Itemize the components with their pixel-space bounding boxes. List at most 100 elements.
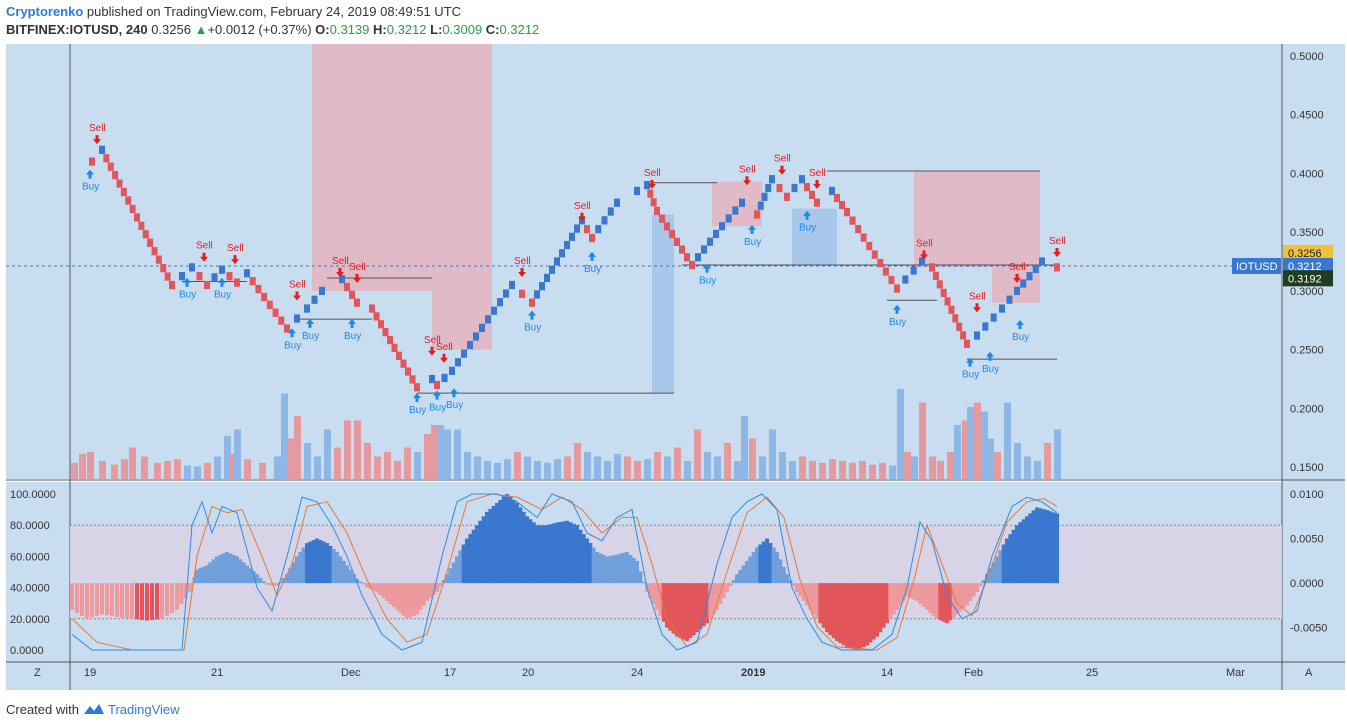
buy-arrow-icon <box>306 318 314 328</box>
histogram-bar <box>951 583 956 618</box>
renko-brick-up <box>503 289 509 298</box>
histogram-bar <box>981 580 986 584</box>
histogram-bar <box>595 551 599 584</box>
price-axis-label: 0.4000 <box>1290 168 1324 180</box>
histogram-bar <box>898 583 903 606</box>
volume-bar <box>564 456 571 479</box>
histogram-bar <box>275 583 279 586</box>
last-price-tag-text: 0.3256 <box>1288 248 1322 260</box>
buy-label: Buy <box>584 264 601 275</box>
renko-brick-down <box>839 200 845 210</box>
histogram-bar <box>681 583 686 640</box>
buy-signal: Buy <box>344 318 361 342</box>
sell-zone <box>712 181 762 227</box>
price-axis-background <box>1282 44 1345 690</box>
buy-zone <box>652 214 674 394</box>
histogram-bar <box>828 583 833 636</box>
histogram-bar <box>315 538 319 584</box>
volume-bar <box>779 452 786 479</box>
renko-brick-down <box>944 297 951 306</box>
renko-brick-up <box>719 222 725 231</box>
histogram-bar <box>120 583 124 618</box>
histogram-bar <box>358 581 363 584</box>
renko-brick-down <box>151 247 158 256</box>
created-with-text: Created with <box>6 702 79 717</box>
renko-brick-down <box>434 380 440 390</box>
histogram-bar <box>1008 534 1013 584</box>
histogram-bar <box>598 553 603 584</box>
renko-brick-up <box>244 269 250 278</box>
histogram-bar <box>525 516 529 584</box>
renko-brick-down <box>164 272 171 281</box>
sell-label: Sell <box>424 335 441 346</box>
buy-label: Buy <box>982 364 999 375</box>
histogram-bar <box>321 541 326 584</box>
renko-brick-up <box>990 313 997 322</box>
high-value: 0.3212 <box>386 22 427 37</box>
histogram-bar <box>888 583 893 619</box>
sell-arrow-icon <box>578 212 586 222</box>
volume-bar <box>294 416 301 479</box>
volume-bar <box>634 461 641 479</box>
histogram-bar <box>671 583 676 634</box>
histogram-bar <box>179 583 184 604</box>
volume-bar <box>947 452 954 479</box>
sell-signal: Sell <box>739 164 756 186</box>
renko-brick-up <box>725 214 732 223</box>
histogram-bar <box>331 548 336 584</box>
histogram-bar <box>831 583 836 639</box>
volume-bar <box>724 443 731 479</box>
histogram-bar <box>565 520 569 584</box>
renko-brick-up <box>707 237 713 246</box>
histogram-bar <box>130 583 134 619</box>
histogram-bar <box>815 583 819 619</box>
histogram-bar <box>271 583 276 586</box>
renko-brick-down <box>116 179 123 188</box>
low-label: L: <box>430 22 443 37</box>
renko-brick-up <box>534 290 540 299</box>
histogram-bar <box>291 562 296 584</box>
sell-arrow-icon <box>743 176 751 186</box>
histogram-bar <box>192 577 197 584</box>
osc-right-axis-label: 0.0100 <box>1290 489 1324 501</box>
renko-brick-down <box>103 154 110 163</box>
volume-bar <box>484 461 491 479</box>
renko-brick-down <box>391 343 398 353</box>
renko-brick-up <box>1020 279 1027 288</box>
renko-brick-up <box>491 306 497 315</box>
publish-info: Cryptorenko published on TradingView.com… <box>6 4 461 19</box>
histogram-bar <box>531 522 536 584</box>
sell-zone <box>432 290 492 350</box>
author-link[interactable]: Cryptorenko <box>6 4 84 19</box>
tradingview-brand[interactable]: TradingView <box>108 702 180 717</box>
volume-bar <box>1004 402 1011 479</box>
histogram-bar <box>648 583 653 598</box>
sell-arrow-icon <box>648 179 656 189</box>
volume-bar <box>741 416 748 479</box>
buy-arrow-icon <box>218 277 226 287</box>
volume-bar <box>384 452 391 479</box>
histogram-bar <box>721 583 726 598</box>
histogram-bar <box>835 583 839 642</box>
renko-brick-up <box>791 183 798 193</box>
volume-bar <box>889 465 896 479</box>
renko-brick-down <box>120 187 127 197</box>
buy-signal: Buy <box>982 351 999 375</box>
renko-brick-down <box>855 224 862 234</box>
volume-bar <box>769 429 776 479</box>
renko-brick-up <box>539 282 545 291</box>
renko-brick-down <box>932 271 939 280</box>
volume-bar <box>431 425 438 479</box>
histogram-bar <box>385 583 389 601</box>
histogram-bar <box>248 568 253 584</box>
histogram-bar <box>218 554 223 584</box>
last-price-tag <box>1283 244 1333 261</box>
volume-bar <box>414 452 421 479</box>
histogram-bar <box>701 583 706 627</box>
sell-label: Sell <box>89 123 106 134</box>
histogram-bar <box>695 583 699 633</box>
renko-brick-up <box>311 295 318 304</box>
volume-bar <box>734 461 741 479</box>
renko-brick-up <box>559 249 565 258</box>
